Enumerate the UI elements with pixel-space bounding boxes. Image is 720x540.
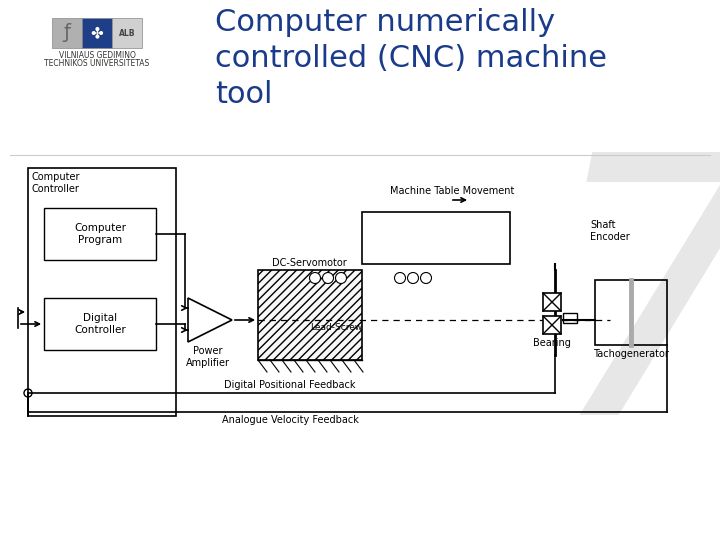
Text: Power
Amplifier: Power Amplifier: [186, 346, 230, 368]
Bar: [258, 270, 362, 360]
Bar: [112, 18, 142, 48]
Bar: [362, 212, 510, 264]
Circle shape: [310, 273, 320, 284]
Text: ALB: ALB: [119, 29, 135, 37]
Text: Lead-Screw: Lead-Screw: [310, 323, 362, 332]
Bar: [595, 280, 667, 345]
Text: Bearing: Bearing: [533, 338, 571, 348]
Bar: [28, 168, 176, 416]
Circle shape: [420, 273, 431, 284]
Circle shape: [336, 273, 346, 284]
Text: Shaft
Encoder: Shaft Encoder: [590, 220, 630, 241]
Text: ✤: ✤: [91, 25, 104, 40]
Text: VILNIAUS GEDIMINO: VILNIAUS GEDIMINO: [58, 51, 135, 60]
Text: Computer
Program: Computer Program: [74, 223, 126, 245]
Text: Digital
Controller: Digital Controller: [74, 313, 126, 335]
Text: Computer numerically
controlled (CNC) machine
tool: Computer numerically controlled (CNC) ma…: [215, 8, 607, 109]
Bar: [543, 316, 561, 334]
Text: Computer
Controller: Computer Controller: [32, 172, 81, 194]
Text: Machine Table Movement: Machine Table Movement: [390, 186, 514, 196]
Text: Digital Positional Feedback: Digital Positional Feedback: [224, 380, 356, 390]
Circle shape: [408, 273, 418, 284]
Text: Analogue Velocity Feedback: Analogue Velocity Feedback: [222, 415, 359, 425]
Bar: [563, 313, 577, 323]
Text: ƒ: ƒ: [63, 24, 71, 43]
Text: TECHNIKOS UNIVERSITETAS: TECHNIKOS UNIVERSITETAS: [45, 59, 150, 68]
Bar: [44, 298, 156, 350]
Bar: [82, 18, 112, 48]
Text: 7: 7: [545, 141, 720, 490]
Text: Tachogenerator: Tachogenerator: [593, 349, 669, 359]
Bar: [44, 208, 156, 260]
Circle shape: [395, 273, 405, 284]
Text: DC-Servomotor: DC-Servomotor: [272, 258, 347, 268]
Bar: [52, 18, 82, 48]
Bar: [543, 293, 561, 311]
Circle shape: [323, 273, 333, 284]
